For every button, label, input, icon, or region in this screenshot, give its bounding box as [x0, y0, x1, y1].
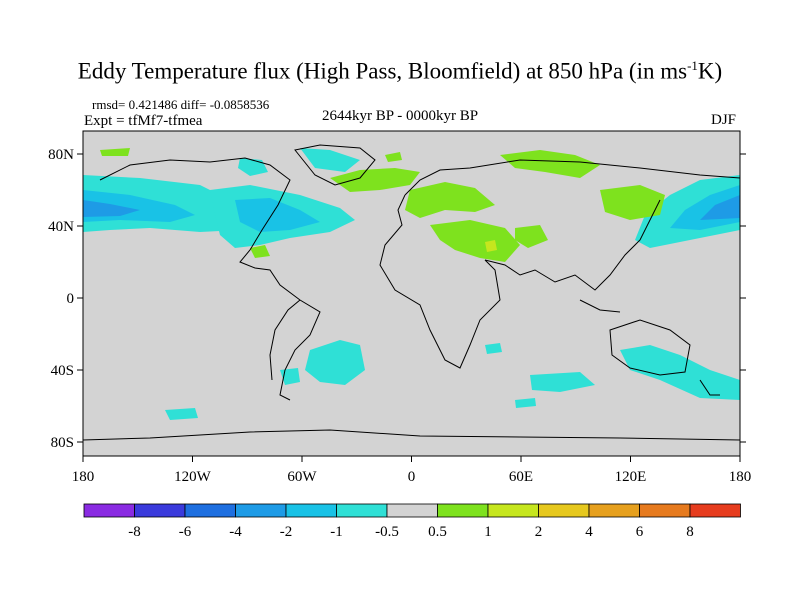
colorbar-label: 4: [585, 524, 593, 540]
colorbar-swatch: [386, 503, 438, 518]
colorbar-swatch: [538, 503, 590, 518]
colorbar-label: -2: [280, 524, 293, 540]
lat-label-40n: 40N: [48, 219, 74, 235]
west-pacific-negative-strong: [700, 195, 740, 220]
lon-label-60e: 60E: [509, 469, 533, 485]
middle-east-positive: [430, 220, 520, 262]
lon-ticks: [82, 456, 741, 462]
colorbar-label: -1: [330, 524, 343, 540]
south-indian-negative: [485, 343, 502, 354]
pacific-arctic-positive: [100, 148, 130, 156]
south-atlantic-negative: [305, 340, 365, 385]
rmsd-diff-text: rmsd= 0.421486 diff= -0.0858536: [92, 97, 270, 112]
southern-ocean-negative: [530, 372, 595, 392]
colorbar-label: 8: [686, 524, 694, 540]
arabia-positive-strong: [485, 240, 497, 252]
period-label: 2644kyr BP - 0000kyr BP: [322, 108, 479, 124]
south-pacific-negative: [165, 408, 198, 420]
colorbar-swatch: [588, 503, 640, 518]
gulf-positive: [250, 245, 270, 258]
lat-label-0: 0: [67, 291, 75, 307]
experiment-label: Expt = tfMf7-tfmea: [84, 113, 203, 129]
south-ocean-negative-small: [515, 398, 536, 408]
central-asia-positive: [515, 225, 548, 248]
colorbar: [83, 503, 741, 518]
lat-label-80n: 80N: [48, 147, 74, 163]
scandinavia-positive: [330, 168, 420, 192]
colorbar-swatch: [487, 503, 539, 518]
lon-label-60w: 60W: [287, 469, 317, 485]
map-title: Eddy Temperature flux (High Pass, Bloomf…: [77, 58, 723, 84]
lon-label-0: 0: [408, 469, 416, 485]
lat-ticks: [77, 153, 746, 443]
flux-field: [83, 144, 740, 441]
colorbar-swatch: [689, 503, 741, 518]
greenland-negative: [300, 148, 360, 172]
lat-label-80s: 80S: [51, 435, 74, 451]
season-label: DJF: [711, 112, 737, 128]
colorbar-label: -0.5: [375, 524, 399, 540]
lon-label-180e: 180: [729, 469, 752, 485]
colorbar-swatch: [285, 503, 337, 518]
colorbar-swatch: [134, 503, 186, 518]
colorbar-label: 6: [636, 524, 644, 540]
colorbar-label: -8: [128, 524, 141, 540]
colorbar-label: -4: [229, 524, 242, 540]
north-pacific-negative-strong: [83, 200, 140, 217]
europe-positive: [405, 182, 495, 218]
coastlines: [83, 144, 740, 441]
colorbar-label: -6: [179, 524, 192, 540]
north-atlantic-negative-core: [235, 198, 320, 232]
colorbar-swatch: [83, 503, 135, 518]
lat-label-40s: 40S: [51, 363, 74, 379]
arctic-positive: [500, 150, 600, 178]
colorbar-swatch: [639, 503, 691, 518]
colorbar-swatch: [336, 503, 388, 518]
siberia-positive: [600, 185, 665, 220]
colorbar-label: 2: [535, 524, 543, 540]
lon-label-180w: 180: [72, 469, 95, 485]
colorbar-swatch: [437, 503, 489, 518]
arctic-positive-small: [385, 152, 402, 162]
lon-label-120w: 120W: [174, 469, 212, 485]
colorbar-swatch: [235, 503, 287, 518]
colorbar-label: 1: [484, 524, 492, 540]
lon-label-120e: 120E: [615, 469, 647, 485]
colorbar-swatch: [184, 503, 236, 518]
colorbar-label: 0.5: [428, 524, 447, 540]
